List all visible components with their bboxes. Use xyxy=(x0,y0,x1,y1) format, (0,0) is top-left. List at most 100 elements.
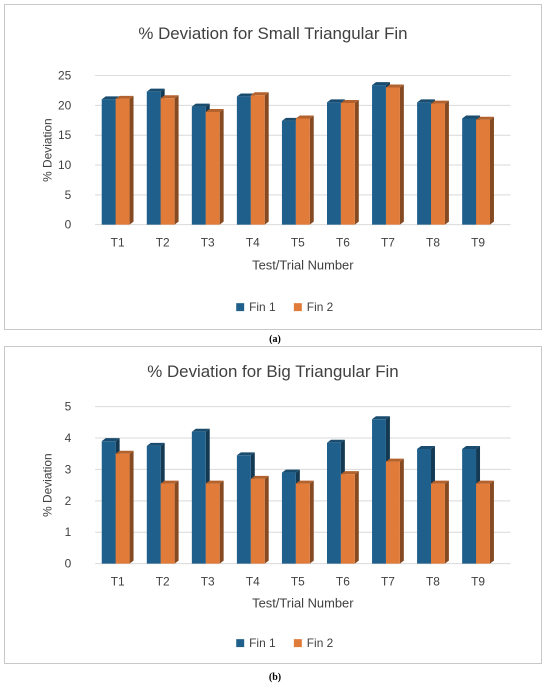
bar-front xyxy=(250,478,265,564)
bar-fin-2 xyxy=(295,480,314,564)
x-tick-label: T7 xyxy=(381,574,395,588)
bar-front xyxy=(372,85,386,225)
legend-entry: Fin 1 xyxy=(249,300,276,314)
bar-fin-2 xyxy=(295,115,314,225)
y-axis-label: % Deviation xyxy=(40,453,54,517)
x-tick-label: T5 xyxy=(291,574,305,588)
x-tick-label: T2 xyxy=(156,574,170,588)
bar-side xyxy=(444,100,449,225)
bar-front xyxy=(417,102,432,225)
bar-top xyxy=(250,475,269,479)
bar-front xyxy=(281,120,296,225)
bar-top xyxy=(191,428,210,432)
bar-top xyxy=(385,458,404,462)
bar-front xyxy=(476,483,490,564)
caption-a: (a) xyxy=(269,334,281,345)
bar-front xyxy=(431,483,445,564)
bar-top xyxy=(295,480,314,484)
bar-top xyxy=(417,446,435,450)
bar-front xyxy=(191,431,206,564)
bar-side xyxy=(129,95,134,225)
y-tick-label: 0 xyxy=(65,557,72,571)
x-axis-label: Test/Trial Number xyxy=(252,257,354,272)
bar-front xyxy=(250,95,265,225)
x-axis-label: Test/Trial Number xyxy=(252,595,354,610)
bar-top xyxy=(372,82,390,86)
y-tick-label: 15 xyxy=(58,128,72,142)
bar-front xyxy=(476,119,490,225)
bar-front xyxy=(327,102,341,225)
x-tick-label: T3 xyxy=(201,236,215,250)
bar-fin-2 xyxy=(205,480,224,564)
bar-top xyxy=(476,116,494,120)
bar-side xyxy=(264,92,269,225)
bar-side xyxy=(399,84,404,225)
bar-front xyxy=(205,111,220,225)
x-tick-label: T2 xyxy=(156,236,170,250)
x-tick-label: T1 xyxy=(111,236,125,250)
bar-fin-2 xyxy=(340,100,359,225)
bar-front xyxy=(205,483,220,564)
chart-big-fin: % Deviation for Big Triangular Fin 0 1 2 3 4 5… xyxy=(40,362,511,650)
bar-top xyxy=(205,108,224,112)
bar-front xyxy=(462,449,477,564)
bar-front xyxy=(236,96,251,225)
bar-top xyxy=(191,103,210,107)
bar-top xyxy=(160,480,179,484)
bar-side xyxy=(354,471,359,564)
y-axis-label: % Deviation xyxy=(40,118,54,182)
bar-top xyxy=(431,100,449,104)
x-tick-label: T3 xyxy=(201,574,215,588)
bar-front xyxy=(115,98,130,225)
bar-top xyxy=(372,416,390,420)
bar-fin-2 xyxy=(160,95,179,225)
bar-top xyxy=(281,117,300,121)
bar-front xyxy=(146,445,161,564)
legend-swatch xyxy=(293,639,302,648)
x-tick-label: T6 xyxy=(336,574,350,588)
y-tick-label: 1 xyxy=(65,525,72,539)
bar-top xyxy=(417,99,435,103)
bar-fin-2 xyxy=(385,84,404,225)
bar-fin-2 xyxy=(160,480,179,564)
bar-side xyxy=(444,480,449,564)
bar-side xyxy=(174,480,179,564)
y-tick-label: 0 xyxy=(65,218,72,232)
bar-side xyxy=(219,480,224,564)
bar-front xyxy=(385,87,400,225)
bar-front xyxy=(146,91,161,225)
x-tick-label: T4 xyxy=(246,236,260,250)
bar-front xyxy=(326,442,341,564)
bar-top xyxy=(115,450,134,454)
bar-side xyxy=(309,115,314,225)
y-tick-label: 2 xyxy=(65,494,72,508)
bar-fin-2 xyxy=(476,480,494,564)
legend-entry: Fin 2 xyxy=(307,300,334,314)
x-tick-label: T6 xyxy=(336,236,350,250)
bar-fin-2 xyxy=(115,450,134,564)
x-tick-label: T7 xyxy=(381,236,395,250)
bar-top xyxy=(236,93,255,97)
x-tick-label: T8 xyxy=(426,236,440,250)
y-tick-label: 25 xyxy=(58,69,72,83)
bar-top xyxy=(236,452,255,456)
y-tick-label: 5 xyxy=(65,400,72,414)
bar-top xyxy=(205,480,224,484)
bar-top xyxy=(326,439,345,443)
bar-top xyxy=(431,480,449,484)
bar-fin-2 xyxy=(431,480,449,564)
chart-title: % Deviation for Small Triangular Fin xyxy=(138,24,407,43)
bar-top xyxy=(115,95,134,99)
legend-entry: Fin 2 xyxy=(307,636,334,650)
legend-entry: Fin 1 xyxy=(249,636,276,650)
bar-top xyxy=(295,115,314,119)
legend-swatch xyxy=(236,639,245,648)
bar-top xyxy=(327,99,345,103)
bar-front xyxy=(160,483,175,564)
bar-side xyxy=(309,480,314,564)
bar-front xyxy=(340,102,355,225)
bar-side xyxy=(264,475,269,564)
y-tick-label: 20 xyxy=(58,98,72,112)
y-tick-label: 5 xyxy=(65,188,72,202)
x-tick-label: T8 xyxy=(426,574,440,588)
